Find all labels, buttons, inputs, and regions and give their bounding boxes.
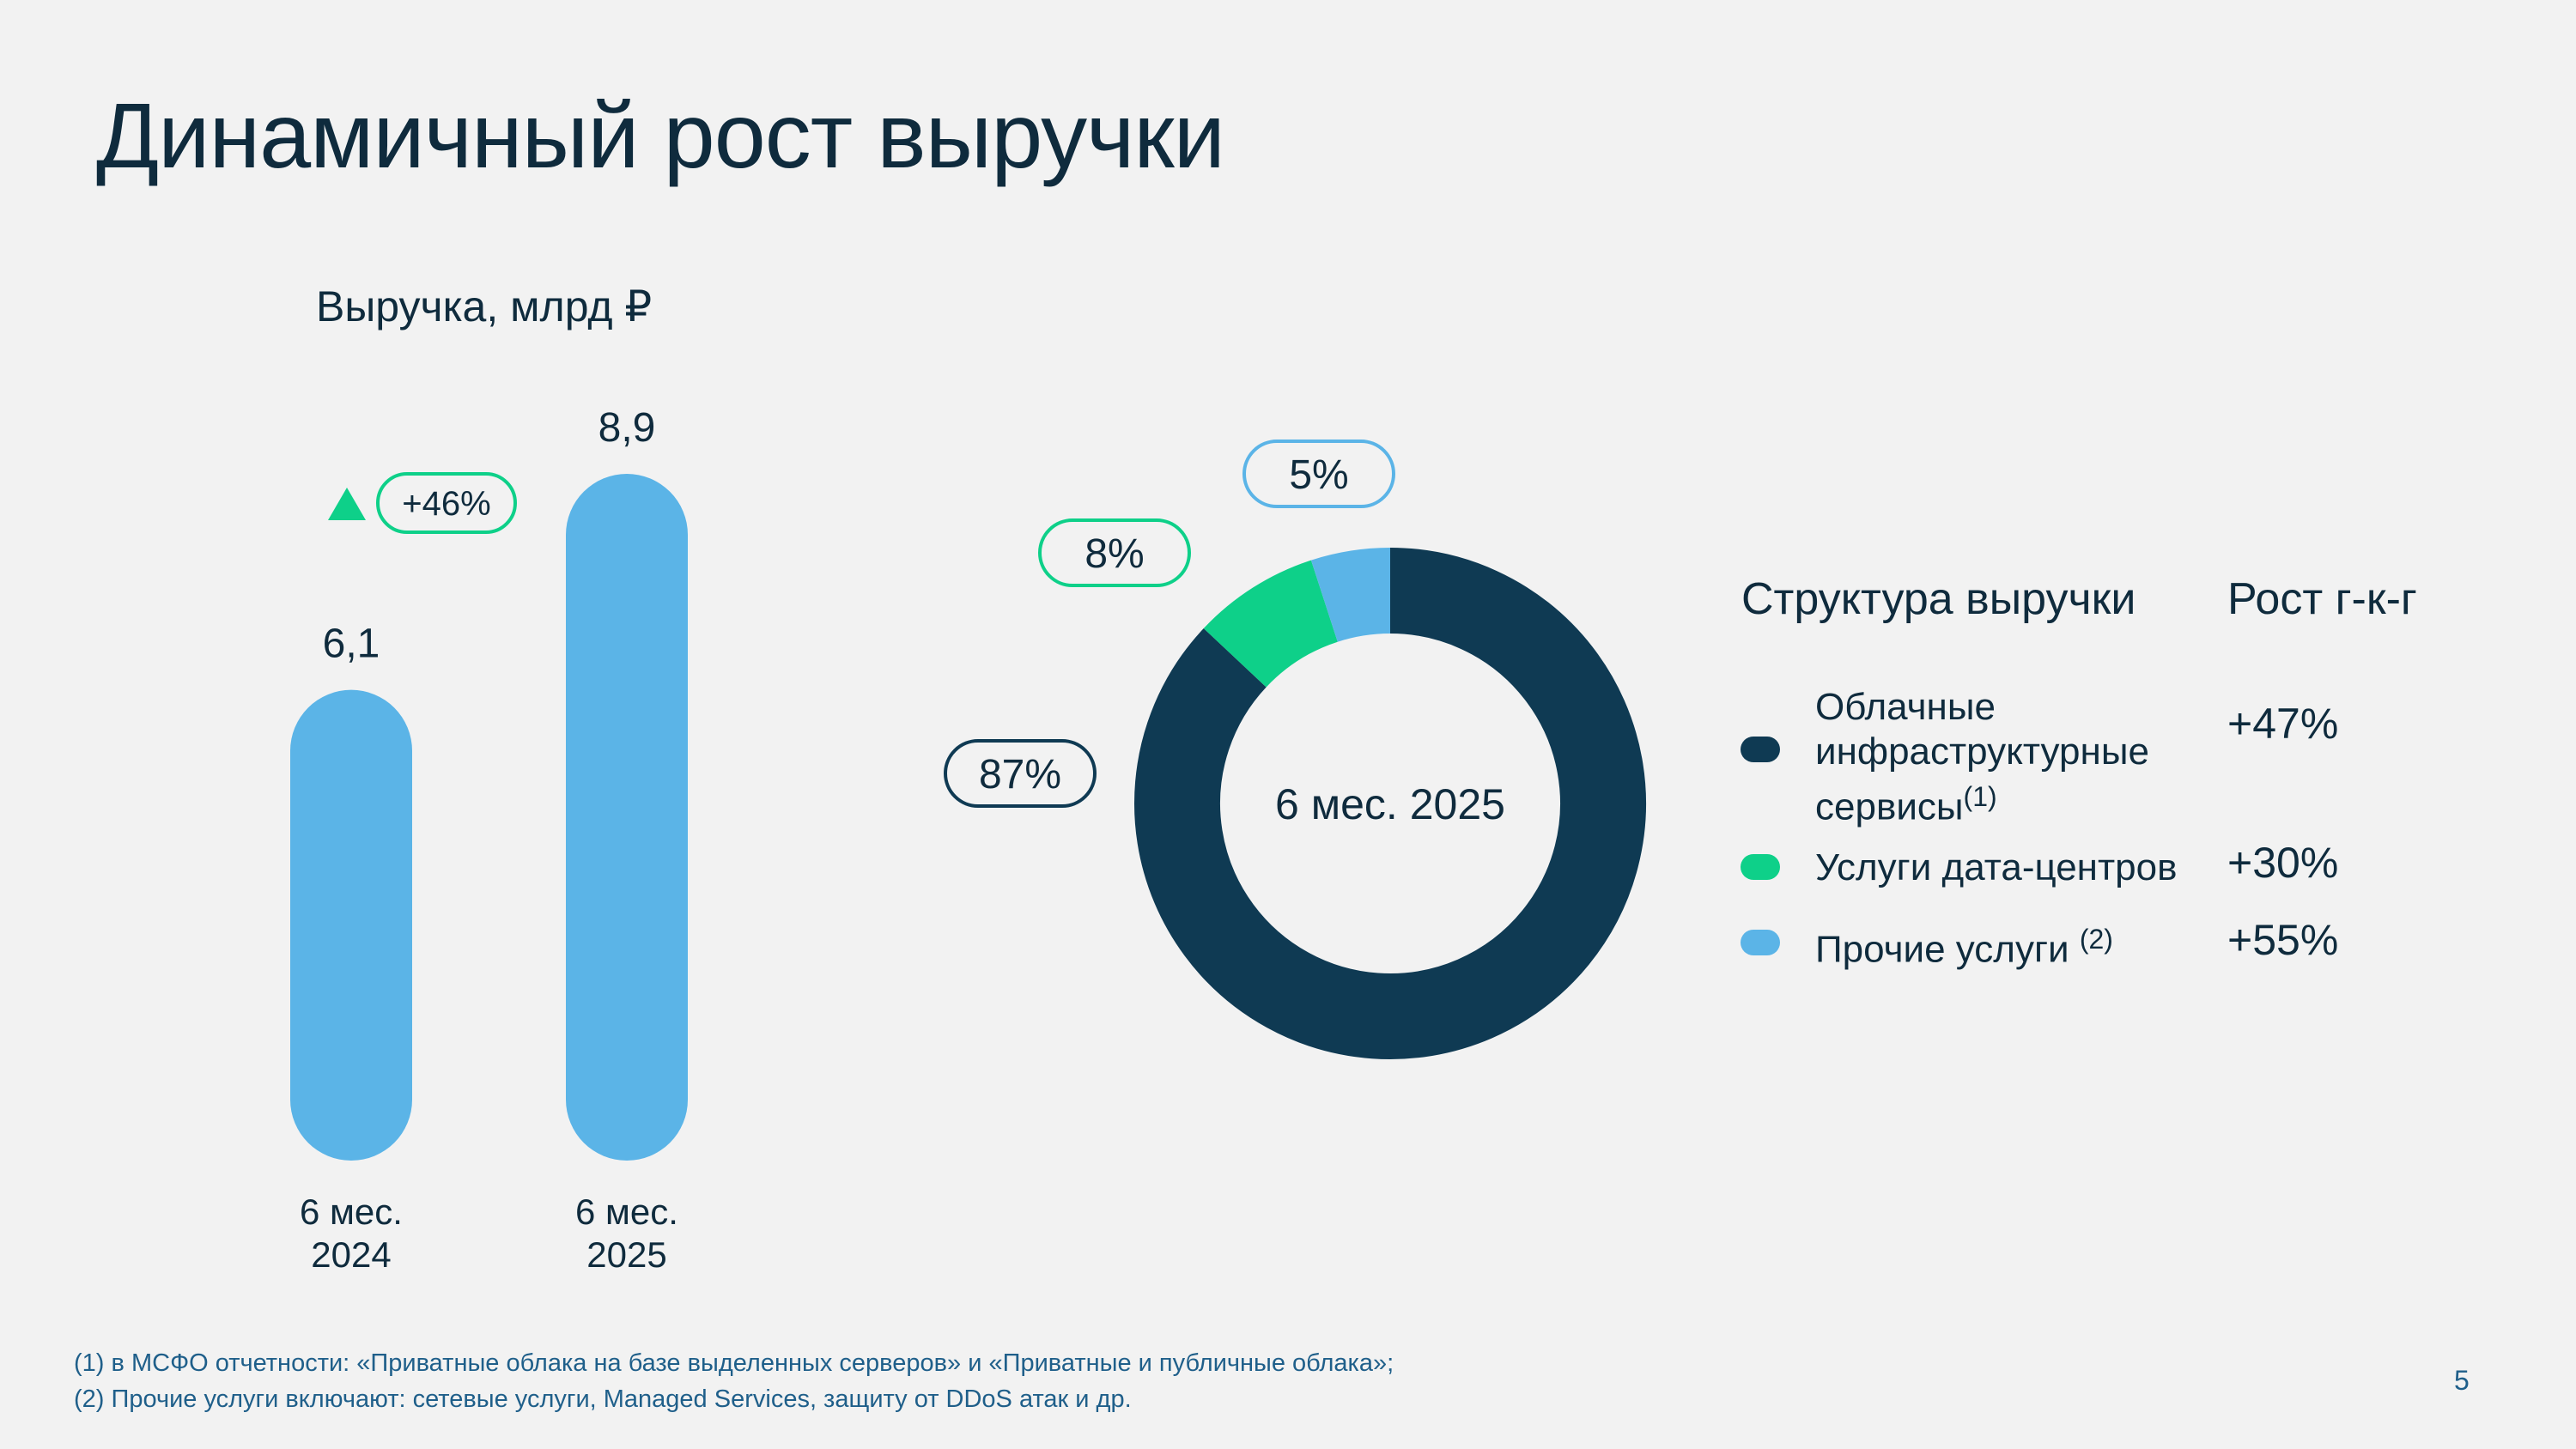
legend-label-datacenter: Услуги дата-центров: [1815, 846, 2178, 888]
legend-growth-cloud: +47%: [2227, 700, 2339, 748]
donut-slice-badge-3: [1242, 440, 1395, 508]
bar-value-label-2: 8,9: [598, 405, 656, 451]
legend-structure-header: Структура выручки: [1741, 574, 2136, 624]
donut-slice-label-3: 5%: [1289, 452, 1348, 498]
legend-growth-other: +55%: [2227, 916, 2339, 964]
legend-label-cloud: Облачные инфраструктурные сервисы(1): [1815, 685, 2193, 830]
legend-dot-datacenter: [1741, 854, 1780, 880]
footnote-2: (2) Прочие услуги включают: сетевые услу…: [74, 1385, 1132, 1413]
legend-dot-cloud: [1741, 737, 1780, 762]
footnote-1: (1) в МСФО отчетности: «Приватные облака…: [74, 1349, 1394, 1377]
legend-label-other-footnote-mark: (2): [2079, 924, 2113, 955]
page-title: Динамичный рост выручки: [96, 83, 1225, 187]
donut-slice-2: [1203, 560, 1339, 688]
growth-badge-label: +46%: [402, 485, 490, 523]
page-number: 5: [2454, 1365, 2470, 1396]
bar-category-label-2-line1: 6 мес.: [575, 1191, 678, 1232]
donut-slice-1: [1134, 548, 1646, 1059]
donut-slice-3: [1310, 548, 1392, 643]
donut-center-label: 6 мес. 2025: [1275, 780, 1505, 828]
bar-chart-title: Выручка, млрд ₽: [316, 282, 653, 330]
bar-category-label-2-line2: 2025: [586, 1234, 666, 1275]
bar-value-label-1: 6,1: [323, 621, 380, 667]
legend-dot-other: [1741, 930, 1780, 955]
growth-badge: [376, 472, 517, 534]
legend-growth-datacenter: +30%: [2227, 839, 2339, 887]
legend-label-other: Прочие услуги (2): [1815, 917, 2296, 973]
bar-2: [566, 474, 688, 1161]
donut-slice-label-2: 8%: [1084, 531, 1144, 577]
donut-slice-label-1: 87%: [979, 752, 1061, 797]
legend-label-other-text: Прочие услуги: [1815, 928, 2069, 971]
triangle-up-icon: [328, 488, 366, 520]
bar-1: [290, 689, 412, 1161]
bar-category-label-1-line2: 2024: [311, 1234, 391, 1275]
bar-category-label-1-line1: 6 мес.: [300, 1191, 403, 1232]
legend-label-cloud-footnote-mark: (1): [1963, 781, 1997, 812]
legend-label-cloud-text: Облачные инфраструктурные сервисы: [1815, 686, 2149, 828]
donut-slice-badge-2: [1038, 518, 1191, 587]
legend-growth-header: Рост г-к-г: [2227, 574, 2417, 624]
donut-slice-badge-1: [944, 739, 1097, 808]
